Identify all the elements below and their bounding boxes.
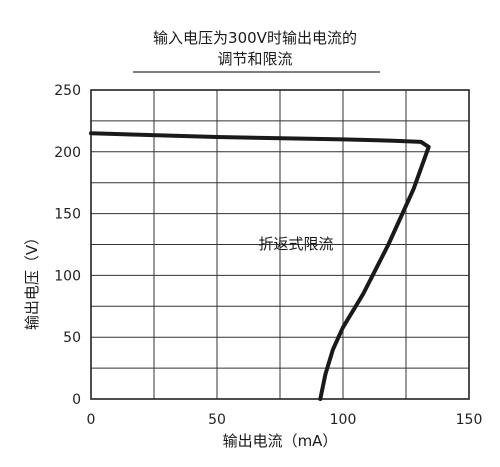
y-tick-label: 0	[72, 392, 81, 408]
x-tick-label: 150	[456, 412, 483, 428]
x-tick-label: 0	[87, 412, 96, 428]
y-tick-label: 100	[54, 268, 81, 284]
y-tick-label: 150	[54, 207, 81, 223]
annotation-foldback-limit: 折返式限流	[258, 235, 333, 253]
plot-frame	[90, 89, 470, 400]
x-tick-label: 100	[330, 412, 357, 428]
series-line-output-voltage	[89, 131, 431, 401]
y-axis-label: 输出电压（V）	[23, 230, 41, 330]
y-tick-label: 50	[63, 330, 81, 346]
tick-labels: 0 50 100 150 0 50 100 150 200 250	[54, 83, 482, 428]
y-tick-label: 200	[54, 145, 81, 161]
x-tick-label: 50	[208, 412, 226, 428]
chart-title-line2: 调节和限流	[217, 50, 292, 68]
chart-title-line1: 输入电压为300V时输出电流的	[153, 29, 357, 47]
x-axis-label: 输出电流（mA）	[223, 432, 338, 450]
y-tick-label: 250	[54, 83, 81, 99]
